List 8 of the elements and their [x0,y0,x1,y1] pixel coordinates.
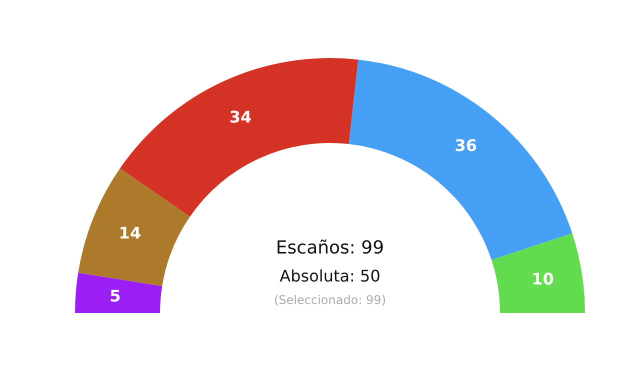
data-label: 36 [454,136,478,156]
data-label: 5 [110,286,121,306]
text: (Seleccionado: 99) [274,293,386,307]
text: Escaños: 99 [276,238,384,258]
text: Absoluta: 50 [280,266,380,286]
data-label: 10 [532,269,554,288]
data-label: 34 [229,107,252,126]
data-label: 14 [118,223,142,242]
